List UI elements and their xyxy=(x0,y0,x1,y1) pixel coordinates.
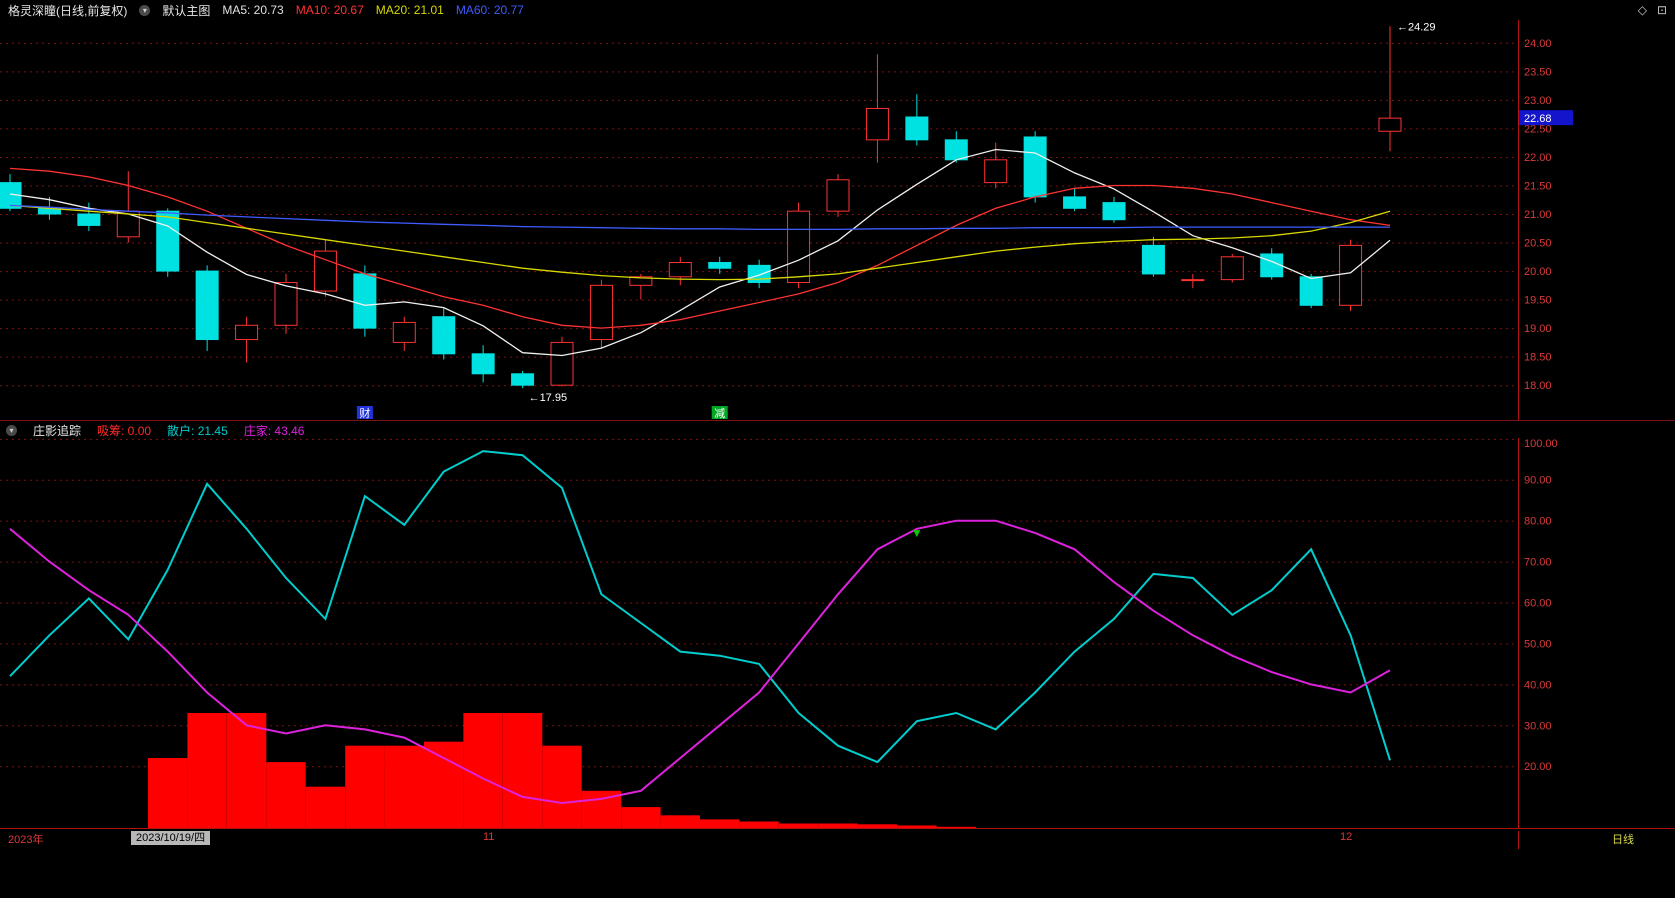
svg-text:18.50: 18.50 xyxy=(1524,352,1552,364)
period-label[interactable]: 日线 xyxy=(1612,834,1634,846)
svg-text:19.50: 19.50 xyxy=(1524,295,1552,307)
axis-divider xyxy=(1518,831,1519,849)
svg-text:50.00: 50.00 xyxy=(1524,638,1552,650)
ma10-label: MA10: 20.67 xyxy=(295,3,364,17)
low-price-annotation: ←17.95 xyxy=(529,392,568,404)
candles xyxy=(0,26,1402,389)
month-label-11: 11 xyxy=(483,831,495,843)
price-grid xyxy=(0,42,1518,387)
indicator-name[interactable]: 庄影追踪 xyxy=(33,423,82,438)
svg-text:24.00: 24.00 xyxy=(1524,38,1552,50)
svg-text:80.00: 80.00 xyxy=(1524,516,1552,528)
ma60-label: MA60: 20.77 xyxy=(455,3,524,17)
svg-text:22.50: 22.50 xyxy=(1524,123,1552,135)
signal-marker-box xyxy=(711,406,728,419)
svg-text:23.00: 23.00 xyxy=(1524,95,1552,107)
main-chart-header: 格灵深瞳(日线,前复权) ▾ 默认主图 MA5: 20.73 MA10: 20.… xyxy=(0,0,1675,20)
svg-text:40.00: 40.00 xyxy=(1524,679,1552,691)
ma-line-ma20 xyxy=(9,204,1391,281)
svg-text:20.50: 20.50 xyxy=(1524,238,1552,250)
annotations: ←24.29 ←17.95 财 减 xyxy=(356,21,1436,420)
main-candlestick-chart[interactable]: 24.00 23.50 23.00 22.50 22.00 21.50 21.00 20.50… xyxy=(0,20,1675,420)
current-price-badge: 22.68 xyxy=(1519,110,1573,126)
indicator-line-banker xyxy=(9,519,1391,805)
signal-marker-label: 财 xyxy=(359,406,370,420)
svg-text:19.00: 19.00 xyxy=(1524,323,1552,335)
ma-line-ma5 xyxy=(9,148,1391,357)
main-chart-template-label[interactable]: 默认主图 xyxy=(162,3,211,18)
svg-text:100.00: 100.00 xyxy=(1524,438,1558,450)
sell-signal-triangle-icon: ▼ xyxy=(911,526,923,540)
svg-text:18.00: 18.00 xyxy=(1524,380,1552,392)
indicator-header: ▾ 庄影追踪 吸筹: 0.00 散户: 21.45 庄家: 43.46 xyxy=(0,420,1675,439)
indicator-dropdown-icon[interactable]: ▾ xyxy=(6,424,17,436)
svg-text:23.50: 23.50 xyxy=(1524,66,1552,78)
panel-layout-icon[interactable]: ⊡ xyxy=(1656,3,1667,17)
svg-text:20.00: 20.00 xyxy=(1524,761,1552,773)
price-axis-labels: 24.00 23.50 23.00 22.50 22.00 21.50 21.00 20.50… xyxy=(1524,38,1552,392)
year-label: 2023年 xyxy=(8,834,44,846)
indicator-chart[interactable]: 100.00 90.00 80.00 70.00 60.00 50.00 40.00 30.0… xyxy=(0,438,1675,828)
svg-text:30.00: 30.00 xyxy=(1524,720,1552,732)
main-chart-dropdown-icon[interactable]: ▾ xyxy=(139,4,151,16)
timeline-bar: 2023年 2023/10/19/四 11 12 日线 xyxy=(0,828,1675,849)
svg-text:70.00: 70.00 xyxy=(1524,557,1552,569)
ma-line-ma10 xyxy=(9,167,1391,329)
svg-text:21.00: 21.00 xyxy=(1524,209,1552,221)
indicator-line-retail xyxy=(9,450,1391,764)
svg-text:22.00: 22.00 xyxy=(1524,152,1552,164)
absorb-bars xyxy=(148,713,976,828)
ma5-label: MA5: 20.73 xyxy=(222,3,284,17)
svg-text:60.00: 60.00 xyxy=(1524,598,1552,610)
svg-text:21.50: 21.50 xyxy=(1524,180,1552,192)
signal-marker-box xyxy=(356,406,373,419)
high-price-annotation: ←24.29 xyxy=(1397,21,1436,33)
indicator-axis-labels: 100.00 90.00 80.00 70.00 60.00 50.00 40.00 30.0… xyxy=(1524,438,1558,773)
banker-value-label: 庄家: 43.46 xyxy=(243,423,305,438)
svg-text:22.68: 22.68 xyxy=(1524,113,1552,125)
ma20-label: MA20: 21.01 xyxy=(375,3,444,17)
date-box: 2023/10/19/四 xyxy=(131,831,211,845)
diamond-icon[interactable]: ◇ xyxy=(1637,3,1647,17)
svg-text:90.00: 90.00 xyxy=(1524,475,1552,487)
retail-value-label: 散户: 21.45 xyxy=(167,423,228,438)
stock-title: 格灵深瞳(日线,前复权) xyxy=(8,3,128,18)
month-label-12: 12 xyxy=(1340,831,1353,843)
signal-marker-label: 减 xyxy=(714,407,725,420)
absorb-value-label: 吸筹: 0.00 xyxy=(97,423,152,438)
svg-text:20.00: 20.00 xyxy=(1524,266,1552,278)
ma-line-ma60 xyxy=(9,204,1390,231)
